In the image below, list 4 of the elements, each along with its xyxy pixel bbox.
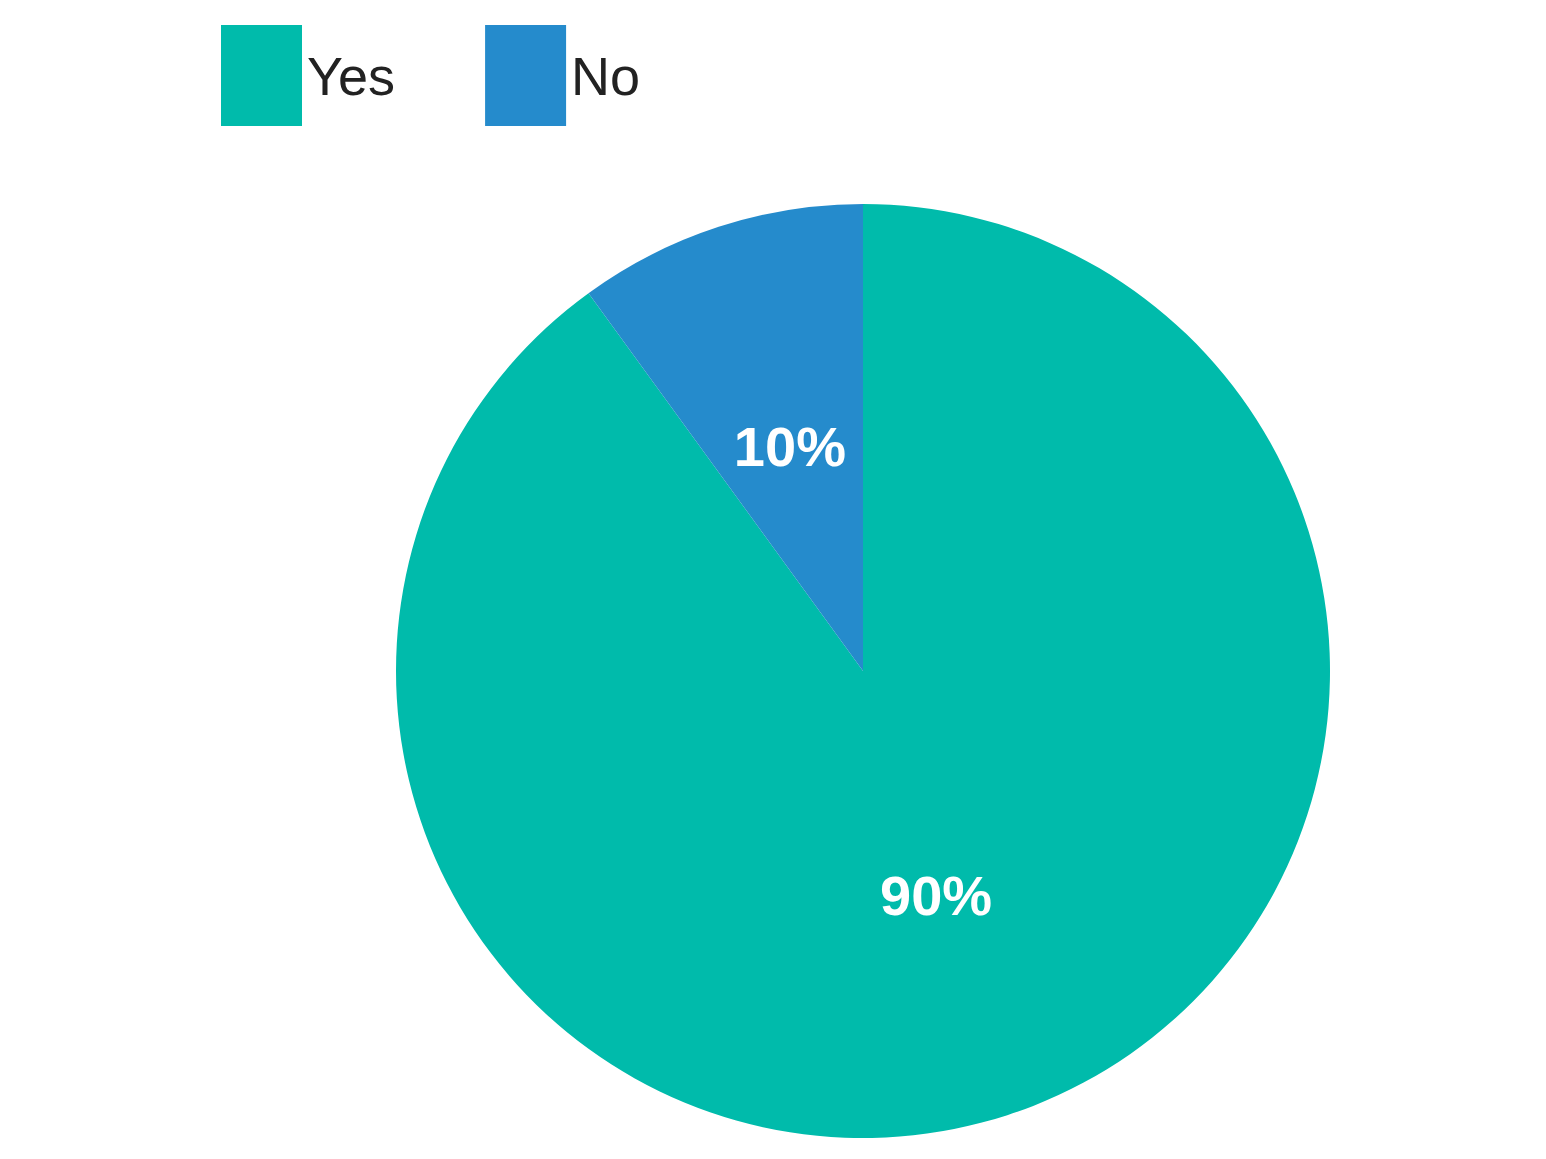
data-label: 90% <box>880 864 993 928</box>
legend-label: No <box>571 45 641 106</box>
data-label: 10% <box>733 414 846 478</box>
legend-label: Yes <box>307 45 396 106</box>
